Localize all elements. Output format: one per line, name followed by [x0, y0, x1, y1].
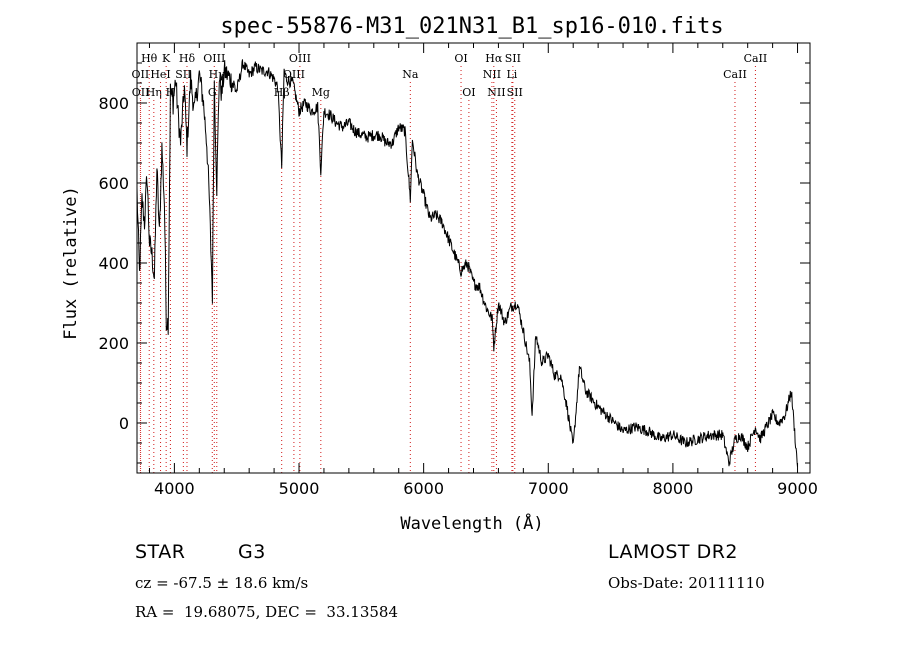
line-marker-label-25: CaII	[723, 68, 747, 81]
y-tick-label-1: 200	[98, 334, 129, 353]
line-marker-label-7: SII	[175, 68, 191, 81]
x-tick-label-2: 6000	[403, 479, 444, 498]
x-axis-label: Wavelength (Å)	[400, 512, 543, 534]
line-marker-label-23: SII	[505, 52, 521, 65]
y-tick-label-2: 400	[98, 254, 129, 273]
spectral-line-markers: HθOIIOIIHηHeIKHSIIHδGOIIIHγHβOIIIOIIIMgN…	[132, 52, 768, 473]
line-marker-label-8: Hδ	[179, 52, 196, 65]
object-subclass: G3	[238, 541, 266, 563]
line-marker-label-22: Li	[506, 68, 517, 81]
line-marker-label-2: OII	[132, 86, 150, 99]
axes: 4000 5000 6000 7000 8000 9000 0 200 400 600 800	[98, 42, 818, 498]
line-marker-label-24: SII	[507, 86, 523, 99]
spectrum-series	[136, 59, 798, 468]
survey-name: LAMOST DR2	[608, 541, 738, 563]
x-tick-label-1: 5000	[279, 479, 320, 498]
y-axis-label: Flux (relative)	[61, 186, 81, 340]
line-marker-label-9: G	[208, 86, 217, 99]
line-marker-label-18: OI	[462, 86, 475, 99]
line-marker-label-15: Mg	[312, 86, 330, 99]
line-marker-label-19: NII	[483, 68, 501, 81]
chart-title: spec-55876-M31_021N31_B1_sp16-010.fits	[220, 14, 723, 39]
line-marker-label-21: Hα	[485, 52, 503, 65]
redshift-text: cz = -67.5 ± 18.6 km/s	[135, 574, 309, 592]
x-tick-label-5: 9000	[777, 479, 818, 498]
object-class: STAR	[135, 541, 186, 563]
line-marker-label-3: Hη	[146, 86, 162, 99]
plot-frame	[136, 42, 811, 474]
line-marker-label-11: Hγ	[209, 68, 226, 81]
y-tick-label-0: 0	[119, 414, 129, 433]
x-tick-label-3: 7000	[528, 479, 569, 498]
spectrum-line	[136, 59, 798, 468]
y-tick-label-4: 800	[98, 94, 129, 113]
line-marker-label-12: Hβ	[274, 86, 290, 99]
line-marker-label-5: K	[162, 52, 171, 65]
line-marker-label-20: NII	[487, 86, 505, 99]
line-marker-label-10: OIII	[203, 52, 225, 65]
line-marker-label-17: OI	[454, 52, 467, 65]
x-tick-label-0: 4000	[154, 479, 195, 498]
line-marker-label-0: Hθ	[141, 52, 158, 65]
line-marker-label-4: HeI	[150, 68, 170, 81]
line-marker-label-14: OIII	[289, 52, 311, 65]
x-tick-label-4: 8000	[653, 479, 694, 498]
line-marker-label-26: CaII	[744, 52, 768, 65]
line-marker-label-1: OII	[132, 68, 150, 81]
coordinates-text: RA = 19.68075, DEC = 33.13584	[135, 603, 399, 621]
obs-date-text: Obs-Date: 20111110	[608, 574, 765, 592]
line-marker-label-16: Na	[402, 68, 419, 81]
y-tick-label-3: 600	[98, 174, 129, 193]
